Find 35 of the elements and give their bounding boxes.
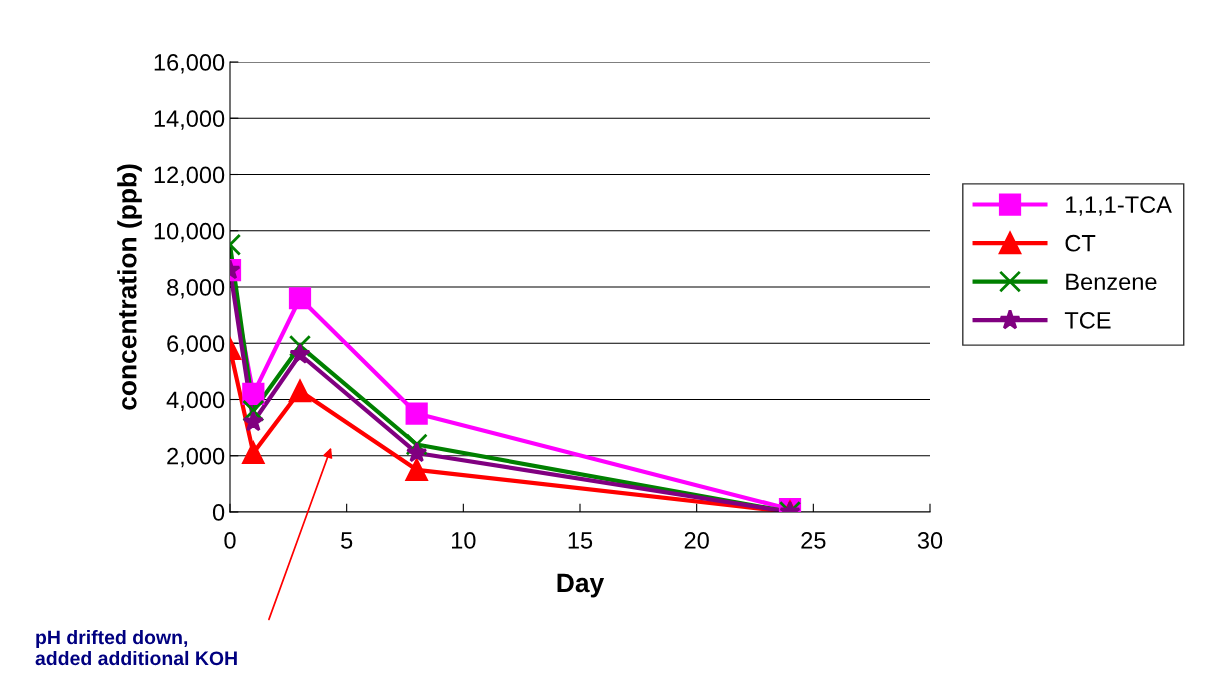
- y-tick-label: 2,000: [167, 447, 225, 468]
- y-tick-label: 0: [212, 504, 225, 521]
- point: [288, 379, 312, 403]
- y-tick-label: 8,000: [167, 279, 225, 299]
- y-tick-label: 12,000: [154, 166, 225, 187]
- legend-label: 1,1,1-TCA: [1066, 196, 1172, 216]
- x-tick-label: 10: [452, 532, 476, 549]
- point: [405, 458, 428, 481]
- y-tick-label: 16,000: [154, 54, 225, 74]
- point: [288, 287, 312, 310]
- legend-label: CT: [1065, 234, 1096, 252]
- point: [406, 441, 428, 463]
- text: pH drifted down, added additional KOH: [35, 629, 237, 666]
- x-tick-label: 20: [684, 532, 709, 549]
- x-axis-title: Day: [557, 573, 605, 598]
- point: [289, 343, 311, 364]
- y-axis-title: concentration (ppb): [117, 164, 142, 410]
- point: [405, 402, 428, 425]
- point: [242, 410, 264, 432]
- x-tick-label: 15: [568, 532, 593, 549]
- y-tick-label: 14,000: [154, 110, 225, 130]
- point: [242, 441, 265, 465]
- point: [405, 433, 428, 456]
- legend-label: TCE: [1064, 311, 1111, 329]
- y-tick-label: 10,000: [154, 222, 225, 243]
- x-tick-label: 5: [341, 532, 353, 549]
- legend-label: Benzene: [1066, 273, 1157, 291]
- point: [242, 399, 265, 422]
- x-tick-label: 0: [224, 532, 236, 549]
- point: [288, 334, 312, 358]
- y-tick-label: 6,000: [167, 335, 225, 355]
- x-tick-label: 30: [917, 532, 943, 549]
- y-tick-label: 4,000: [166, 391, 225, 412]
- point: [242, 382, 265, 405]
- x-tick-label: 25: [801, 532, 826, 549]
